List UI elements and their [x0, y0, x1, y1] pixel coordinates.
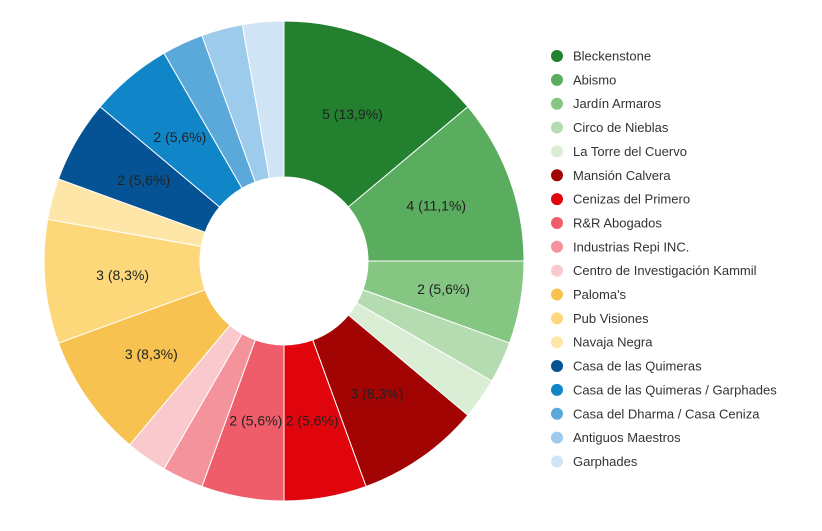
legend-label-1: Abismo: [573, 72, 616, 87]
legend-marker-7: [551, 216, 563, 229]
legend-label-13: Casa de las Quimeras: [573, 359, 702, 374]
slice-1: [347, 106, 525, 262]
legend-marker-11: [551, 312, 563, 325]
slice-labels: 5 (13,9%) 4 (11,1%) 2 (5,6%) 3 (8,3%) 2 (5,6…: [96, 106, 470, 428]
legend-marker-15: [551, 407, 563, 420]
legend-label-10: Paloma's: [573, 287, 627, 302]
legend-marker-14: [551, 383, 563, 396]
legend-marker-10: [551, 288, 563, 301]
legend-label-7: R&R Abogados: [573, 215, 662, 230]
slice-17: [241, 20, 285, 179]
legend-label-6: Cenizas del Primero: [573, 192, 690, 207]
slice-label-11: 3 (8,3%): [96, 267, 149, 283]
legend-marker-9: [551, 264, 563, 277]
legend-label-14: Casa de las Quimeras / Garphades: [573, 382, 777, 397]
legend-marker-16: [551, 431, 563, 444]
legend-label-0: Bleckenstone: [573, 49, 651, 64]
slice-label-7: 2 (5,6%): [229, 413, 282, 429]
legend-marker-0: [551, 50, 563, 62]
legend-marker-8: [551, 240, 563, 253]
legend: Bleckenstone Abismo Jardín Armaros Circo de…: [551, 49, 777, 469]
legend-label-11: Pub Visiones: [573, 311, 649, 326]
legend-marker-13: [551, 360, 563, 373]
legend-marker-5: [551, 169, 563, 182]
legend-label-2: Jardín Armaros: [573, 96, 662, 111]
slice-label-5: 3 (8,3%): [350, 386, 403, 402]
slice-label-2: 2 (5,6%): [417, 281, 470, 297]
slice-label-0: 5 (13,9%): [322, 106, 383, 122]
legend-marker-2: [551, 97, 563, 110]
legend-label-17: Garphades: [573, 454, 638, 469]
legend-label-8: Industrias Repi INC.: [573, 239, 689, 254]
legend-label-9: Centro de Investigación Kammil: [573, 263, 757, 278]
slice-label-1: 4 (11,1%): [406, 198, 466, 214]
legend-marker-17: [551, 455, 563, 468]
donut-slices: [43, 20, 525, 502]
legend-marker-12: [551, 336, 563, 349]
slice-0: [283, 20, 469, 208]
legend-label-5: Mansión Calvera: [573, 168, 671, 183]
slice-label-10: 3 (8,3%): [125, 346, 178, 362]
legend-label-4: La Torre del Cuervo: [573, 144, 687, 159]
slice-label-6: 2 (5,6%): [286, 413, 339, 429]
legend-marker-1: [551, 73, 563, 86]
legend-label-12: Navaja Negra: [573, 335, 653, 350]
slice-label-13: 2 (5,6%): [117, 172, 170, 188]
legend-label-16: Antiguos Maestros: [573, 430, 681, 445]
legend-marker-6: [551, 193, 563, 206]
legend-label-3: Circo de Nieblas: [573, 120, 669, 135]
legend-marker-4: [551, 145, 563, 158]
legend-marker-3: [551, 121, 563, 134]
slice-label-14: 2 (5,6%): [153, 129, 206, 145]
legend-label-15: Casa del Dharma / Casa Ceniza: [573, 406, 760, 421]
